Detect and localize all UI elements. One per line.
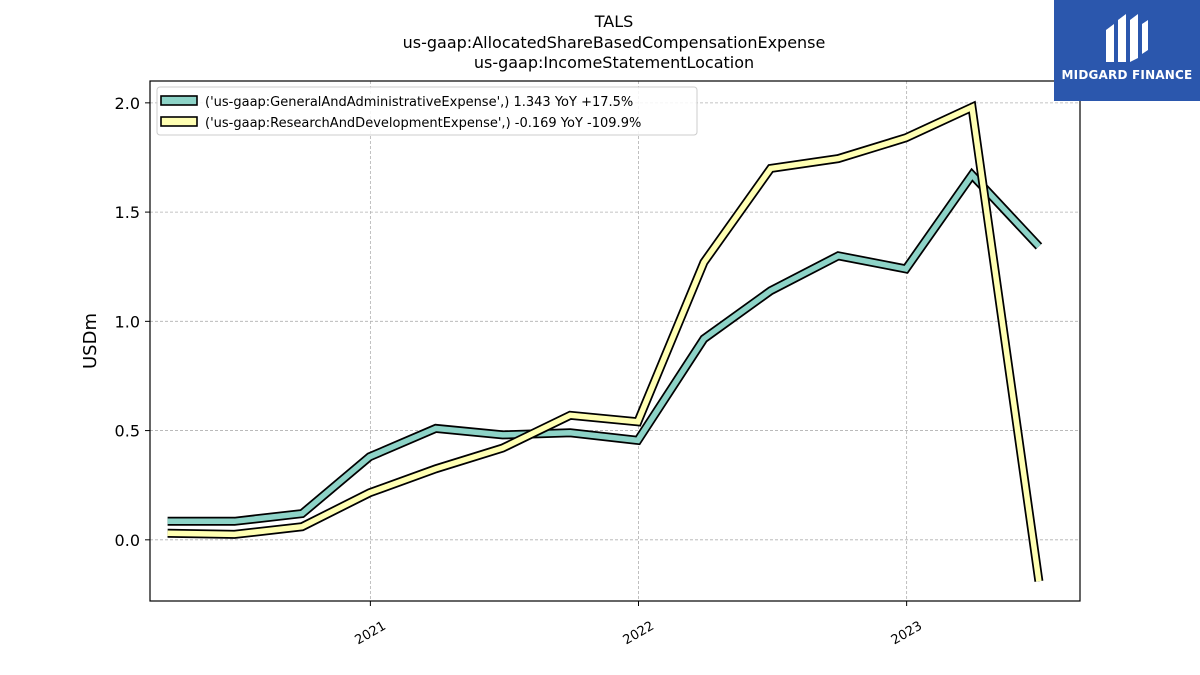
series-line-outline bbox=[167, 167, 1043, 526]
y-tick-label: 2.0 bbox=[115, 94, 140, 113]
logo-text: MIDGARD FINANCE bbox=[1061, 68, 1193, 82]
brand-logo: MIDGARD FINANCE bbox=[1054, 0, 1200, 101]
plot-frame bbox=[149, 80, 1081, 602]
x-tick-label: 2022 bbox=[621, 619, 657, 649]
grid bbox=[150, 81, 1080, 601]
chart-title-line-3: us-gaap:IncomeStatementLocation bbox=[474, 53, 754, 72]
y-axis-ticks: 0.0 0.5 1.0 1.5 2.0 bbox=[115, 94, 150, 550]
x-tick-label: 2021 bbox=[353, 619, 389, 649]
chart-title: TALS us-gaap:AllocatedShareBasedCompensa… bbox=[403, 12, 826, 72]
y-tick-label: 1.5 bbox=[115, 203, 140, 222]
series-line-1 bbox=[167, 170, 1041, 525]
series-lines bbox=[167, 100, 1044, 582]
y-tick-label: 0.5 bbox=[115, 422, 140, 441]
chart-title-line-2: us-gaap:AllocatedShareBasedCompensationE… bbox=[403, 33, 826, 52]
y-axis-label: USDm bbox=[80, 313, 101, 369]
logo-mark-icon bbox=[1106, 14, 1148, 62]
legend-box bbox=[156, 86, 698, 136]
legend-swatch bbox=[160, 116, 198, 127]
legend-swatch bbox=[160, 95, 198, 106]
y-tick-label: 1.0 bbox=[115, 312, 140, 331]
legend-label: ('us-gaap:GeneralAndAdministrativeExpens… bbox=[205, 95, 633, 110]
y-tick-label: 0.0 bbox=[115, 531, 140, 550]
chart-title-line-1: TALS bbox=[594, 12, 634, 31]
series-line-2 bbox=[167, 103, 1042, 582]
x-axis-ticks: 2021 2022 2023 bbox=[353, 601, 925, 648]
x-tick-label: 2023 bbox=[889, 619, 925, 649]
legend: ('us-gaap:GeneralAndAdministrativeExpens… bbox=[156, 86, 698, 136]
legend-label: ('us-gaap:ResearchAndDevelopmentExpense'… bbox=[205, 116, 641, 131]
